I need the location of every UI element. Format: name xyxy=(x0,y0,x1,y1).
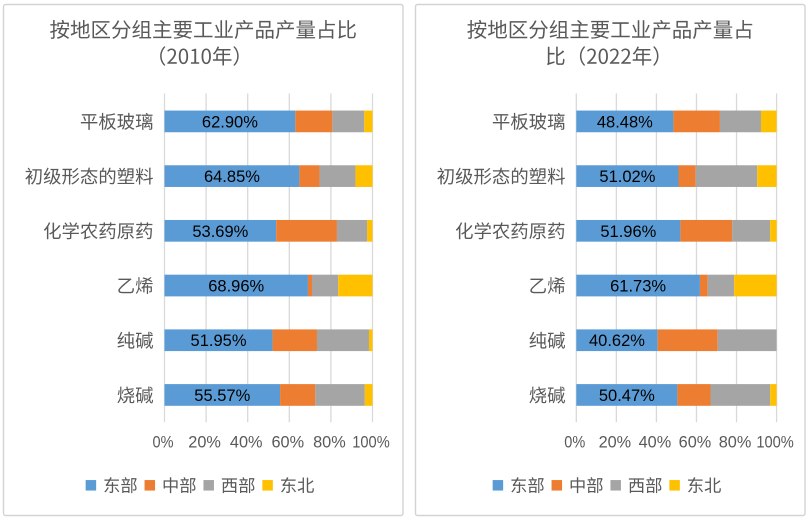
svg-text:100%: 100% xyxy=(756,434,794,452)
svg-text:51.96%: 51.96% xyxy=(600,223,656,241)
svg-text:20%: 20% xyxy=(188,434,221,452)
svg-text:40%: 40% xyxy=(230,434,263,452)
svg-text:100%: 100% xyxy=(352,434,390,452)
svg-text:62.90%: 62.90% xyxy=(202,113,258,131)
svg-text:80%: 80% xyxy=(719,434,752,452)
svg-text:0%: 0% xyxy=(564,434,585,452)
svg-text:48.48%: 48.48% xyxy=(597,113,653,131)
svg-text:0%: 0% xyxy=(153,434,174,452)
svg-text:51.02%: 51.02% xyxy=(599,168,655,186)
svg-text:40.62%: 40.62% xyxy=(589,332,645,350)
svg-text:50.47%: 50.47% xyxy=(599,387,655,405)
svg-text:68.96%: 68.96% xyxy=(208,277,264,295)
svg-text:55.57%: 55.57% xyxy=(194,387,250,405)
svg-text:40%: 40% xyxy=(639,434,672,452)
svg-text:64.85%: 64.85% xyxy=(204,168,260,186)
svg-text:53.69%: 53.69% xyxy=(192,223,248,241)
svg-text:51.95%: 51.95% xyxy=(191,332,247,350)
svg-text:80%: 80% xyxy=(313,434,346,452)
svg-text:20%: 20% xyxy=(599,434,632,452)
svg-text:60%: 60% xyxy=(679,434,712,452)
svg-text:60%: 60% xyxy=(272,434,305,452)
svg-text:61.73%: 61.73% xyxy=(610,277,666,295)
